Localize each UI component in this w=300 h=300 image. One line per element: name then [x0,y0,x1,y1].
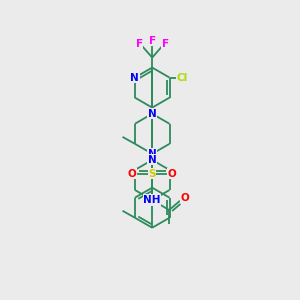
Text: Cl: Cl [176,73,188,82]
Text: O: O [168,169,177,179]
Text: O: O [128,169,136,179]
Text: F: F [136,39,143,49]
Text: N: N [148,109,157,119]
Text: F: F [162,39,169,49]
Text: N: N [130,73,139,82]
Text: O: O [180,193,189,203]
Text: N: N [148,155,157,165]
Text: N: N [148,149,157,159]
Text: S: S [148,169,156,179]
Text: NH: NH [143,195,161,205]
Text: F: F [148,36,156,46]
